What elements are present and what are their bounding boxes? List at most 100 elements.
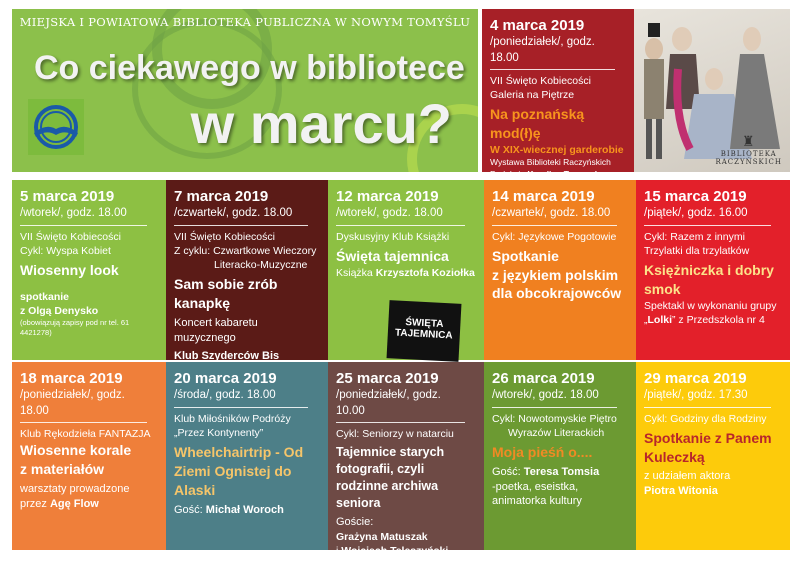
event-text: -poetka, eseistka, (492, 480, 579, 493)
event-text: Wiosenne korale (20, 442, 132, 459)
event-text: W XIX-wiecznej garderobie (490, 144, 624, 157)
event-text: z materiałów (20, 461, 105, 478)
event-line: dla obcokrajowców (492, 284, 628, 303)
event-day-time: /wtorek/, godz. 18.00 (492, 388, 618, 408)
event-line: Klub Szyderców Bis (174, 349, 320, 361)
fashion-illustration: ♜ BIBLIOTEKA RACZYŃSKICH (634, 9, 790, 172)
event-line: (obowiązują zapisy pod nr tel. 61 442127… (20, 318, 158, 338)
event-line: Gość: Teresa Tomsia (492, 465, 628, 480)
event-text: Grażyna Matuszak (336, 530, 428, 543)
event-text: „Przez Kontynenty” (174, 426, 264, 439)
event-text: Klub Rękodzieła FANTAZJA (20, 428, 151, 441)
event-text: VII Święto Kobiecości (174, 230, 275, 243)
event-text: (obowiązują zapisy pod nr tel. 61 442127… (20, 318, 130, 338)
event-line: VII Święto Kobiecości (174, 230, 320, 244)
event-line: z Olgą Denysko (20, 304, 158, 318)
event-date: 26 marca 2019 (492, 370, 595, 387)
book-cover-swieta-tajemnica: ŚWIĘTA TAJEMNICA (386, 300, 462, 362)
event-text: Trzylatki dla trzylatków (644, 244, 750, 257)
event-line: i Wojciech Teleszyński (336, 544, 476, 550)
event-line: Z cyklu: Czwartkowe Wieczory (174, 244, 320, 258)
event-text: Koncert kabaretu muzycznego (174, 316, 258, 344)
event-date: 5 marca 2019 (20, 188, 115, 205)
event-text: Gość: (174, 503, 206, 516)
event-text: z udziałem aktora (644, 470, 731, 483)
event-date: 15 marca 2019 (644, 188, 747, 205)
event-line: VII Święto Kobiecości (20, 230, 158, 244)
event-text: Spotkanie z Panem Kuleczką (644, 429, 772, 465)
event-text: Święta tajemnica (336, 247, 449, 264)
event-card: 14 marca 2019/czwartek/, godz. 18.00 Cykl… (484, 180, 636, 360)
event-text: warsztaty prowadzone (20, 482, 130, 495)
decorative-ring (407, 104, 478, 172)
event-line: Sam sobie zrób kanapkę (174, 275, 320, 313)
event-line: Gość: Michał Woroch (174, 503, 320, 518)
event-text: Galeria na Piętrze (490, 89, 575, 102)
event-line: Spotkanie (492, 247, 628, 266)
event-text: przez (20, 497, 50, 510)
event-card: 20 marca 2019/środa/, godz. 18.00 Klub Mi… (166, 362, 328, 550)
event-text: Tajemnice starych fotografii, czyli rodz… (336, 445, 445, 510)
event-line: Cykl: Wyspa Kobiet (20, 244, 158, 258)
event-text: Wystawa Biblioteki Raczyńskich (490, 157, 611, 168)
event-card: 4 marca 2019/poniedziałek/, godz. 18.00 V… (482, 9, 634, 172)
event-text: spotkanie (20, 290, 70, 303)
event-line: Księżniczka i dobry smok (644, 261, 782, 299)
event-text: Książka (336, 266, 376, 279)
event-name-highlight: Agę Flow (49, 497, 99, 510)
event-line: Cykl: Nowotomyskie Piętro (492, 412, 628, 426)
event-date: 12 marca 2019 (336, 188, 439, 205)
event-line: Tajemnice starych fotografii, czyli rodz… (336, 444, 476, 512)
event-date: 18 marca 2019 (20, 370, 123, 387)
event-line: Cykl: Godziny dla Rodziny (644, 412, 782, 426)
event-day-time: /wtorek/, godz. 18.00 (20, 206, 147, 226)
event-card: 7 marca 2019/czwartek/, godz. 18.00 VII Ś… (166, 180, 328, 360)
event-line: „Przez Kontynenty” (174, 426, 320, 440)
event-day-time: /czwartek/, godz. 18.00 (492, 206, 618, 226)
event-text: VII Święto Kobiecości (20, 230, 121, 243)
event-day-time: /piątek/, godz. 16.00 (644, 206, 771, 226)
event-name-highlight: Wojciech Teleszyński (341, 545, 448, 550)
event-card: 26 marca 2019/wtorek/, godz. 18.00 Cykl: … (484, 362, 636, 550)
event-day-time: /poniedziałek/, godz. 10.00 (336, 388, 465, 424)
event-card: 25 marca 2019/poniedziałek/, godz. 10.00… (328, 362, 484, 550)
event-line: Literacko-Muzyczne (174, 258, 320, 272)
event-line: VII Święto Kobiecości (490, 74, 626, 88)
event-name-highlight: Karoliny Tomczyk-Kozioł (490, 169, 602, 172)
event-line: Cykl: Razem z innymi (644, 230, 782, 244)
event-text: Klub Szyderców Bis (174, 349, 280, 361)
event-text: Piotra Witonia (644, 485, 718, 498)
event-date: 7 marca 2019 (174, 188, 269, 205)
event-line: Cykl: Językowe Pogotowie (492, 230, 628, 244)
event-line: Piotra Witonia (644, 484, 782, 499)
event-line: Spektakl w wykonaniu grupy „Lolki” z Prz… (644, 299, 782, 327)
event-line: przez Agę Flow (20, 497, 158, 512)
event-text: Wiosenny look (20, 261, 119, 278)
event-text: Klub Miłośników Podróży (174, 412, 291, 425)
event-text: Dyskusyjny Klub Książki (336, 230, 450, 243)
event-day-time: /czwartek/, godz. 18.00 (174, 206, 309, 226)
event-line: Dyskusyjny Klub Książki (336, 230, 476, 244)
event-card: 18 marca 2019/poniedziałek/, godz. 18.00… (12, 362, 166, 550)
event-text: Goście: (336, 515, 374, 528)
event-day-time: /poniedziałek/, godz. 18.00 (490, 35, 616, 71)
event-date: 29 marca 2019 (644, 370, 747, 387)
event-card: 5 marca 2019/wtorek/, godz. 18.00 VII Świ… (12, 180, 166, 360)
event-text: Cykl: Nowotomyskie Piętro (492, 412, 617, 425)
event-text: i (336, 545, 341, 550)
event-line: Prelekcja Karoliny Tomczyk-Kozioł i (490, 169, 626, 172)
event-line: Moja pieśń o.... (492, 443, 628, 462)
event-day-time: /wtorek/, godz. 18.00 (336, 206, 465, 226)
organization-name: MIEJSKA I POWIATOWA BIBLIOTEKA PUBLICZNA… (19, 15, 471, 29)
event-text: Literacko-Muzyczne (214, 258, 308, 271)
event-line: Cykl: Seniorzy w natarciu (336, 427, 476, 441)
fashion-figures-image (644, 23, 780, 159)
library-logo (28, 99, 84, 155)
event-line: warsztaty prowadzone (20, 482, 158, 497)
biblioteka-raczynskich-logo: ♜ BIBLIOTEKA RACZYŃSKICH (715, 134, 782, 166)
event-day-time: /poniedziałek/, godz. 18.00 (20, 388, 147, 424)
event-line: Święta tajemnica (336, 247, 476, 266)
event-text: Gość: (492, 465, 524, 478)
event-text: Cykl: Wyspa Kobiet (20, 244, 111, 257)
event-line: Wheelchairtrip - Od Ziemi Ognistej do Al… (174, 443, 320, 500)
